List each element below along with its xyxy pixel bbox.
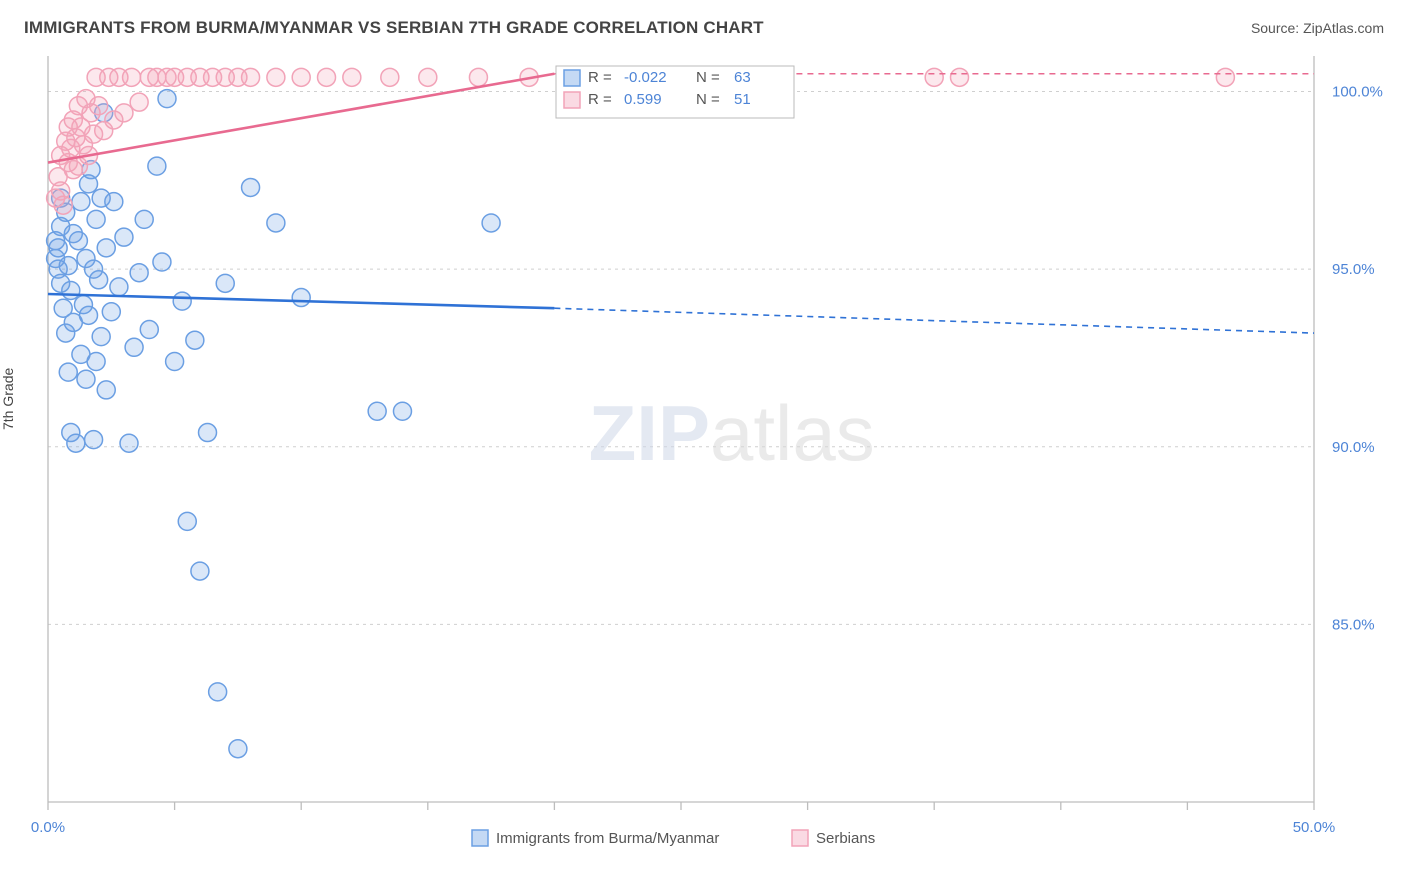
legend-label: Immigrants from Burma/Myanmar [496, 830, 719, 847]
data-point [148, 157, 166, 175]
data-point [267, 68, 285, 86]
data-point [87, 353, 105, 371]
data-point [186, 331, 204, 349]
data-point [343, 68, 361, 86]
data-point [110, 278, 128, 296]
svg-text:atlas: atlas [710, 389, 875, 477]
data-point [123, 68, 141, 86]
data-point [482, 214, 500, 232]
svg-text:R =: R = [588, 91, 612, 108]
data-point [292, 289, 310, 307]
data-point [87, 210, 105, 228]
data-point [62, 281, 80, 299]
data-point [419, 68, 437, 86]
data-point [191, 562, 209, 580]
data-point [381, 68, 399, 86]
data-point [951, 68, 969, 86]
data-point [368, 402, 386, 420]
data-point [72, 193, 90, 211]
data-point [67, 434, 85, 452]
svg-text:95.0%: 95.0% [1332, 261, 1375, 278]
data-point [209, 683, 227, 701]
data-point [469, 68, 487, 86]
data-point [135, 210, 153, 228]
legend-swatch [472, 830, 488, 846]
data-point [242, 68, 260, 86]
data-point [178, 512, 196, 530]
y-axis-label: 7th Grade [0, 368, 16, 430]
svg-text:50.0%: 50.0% [1293, 819, 1336, 836]
svg-text:N =: N = [696, 91, 720, 108]
svg-text:85.0%: 85.0% [1332, 616, 1375, 633]
data-point [199, 424, 217, 442]
svg-text:0.0%: 0.0% [31, 819, 65, 836]
data-point [216, 274, 234, 292]
data-point [120, 434, 138, 452]
data-point [90, 97, 108, 115]
svg-text:-0.022: -0.022 [624, 69, 667, 86]
svg-text:N =: N = [696, 69, 720, 86]
data-point [97, 239, 115, 257]
data-point [292, 68, 310, 86]
data-point [92, 328, 110, 346]
data-point [130, 264, 148, 282]
data-point [69, 232, 87, 250]
trend-line-ext [554, 308, 1314, 333]
data-point [242, 178, 260, 196]
data-point [318, 68, 336, 86]
data-point [393, 402, 411, 420]
data-point [105, 193, 123, 211]
data-point [173, 292, 191, 310]
svg-text:90.0%: 90.0% [1332, 439, 1375, 456]
data-point [90, 271, 108, 289]
svg-text:63: 63 [734, 69, 751, 86]
data-point [80, 306, 98, 324]
data-point [166, 353, 184, 371]
legend-swatch [564, 92, 580, 108]
data-point [115, 228, 133, 246]
data-point [130, 93, 148, 111]
data-point [229, 740, 247, 758]
data-point [85, 431, 103, 449]
data-point [125, 338, 143, 356]
data-point [97, 381, 115, 399]
data-point [925, 68, 943, 86]
data-point [140, 321, 158, 339]
data-point [49, 239, 67, 257]
legend-swatch [564, 70, 580, 86]
svg-text:R =: R = [588, 69, 612, 86]
data-point [1216, 68, 1234, 86]
data-point [54, 196, 72, 214]
data-point [267, 214, 285, 232]
data-point [158, 90, 176, 108]
svg-text:51: 51 [734, 91, 751, 108]
data-point [115, 104, 133, 122]
data-point [102, 303, 120, 321]
data-point [77, 370, 95, 388]
data-point [59, 363, 77, 381]
data-point [153, 253, 171, 271]
legend-swatch [792, 830, 808, 846]
legend-label: Serbians [816, 830, 875, 847]
svg-text:ZIP: ZIP [589, 389, 710, 477]
svg-text:0.599: 0.599 [624, 91, 662, 108]
data-point [59, 257, 77, 275]
svg-text:100.0%: 100.0% [1332, 84, 1383, 101]
scatter-chart: 85.0% 90.0% 95.0% 100.0% ZIPatlas 0.0% 50.0% R … [0, 0, 1406, 892]
